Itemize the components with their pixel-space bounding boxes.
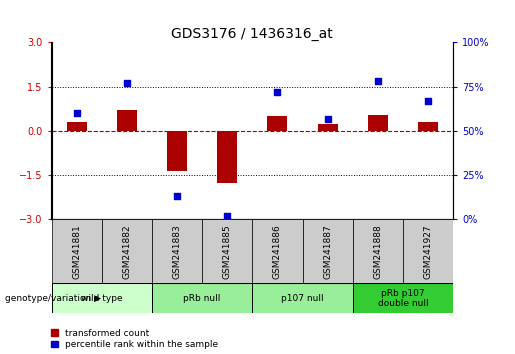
Bar [117,110,137,131]
Text: GSM241882: GSM241882 [123,224,131,279]
Bar [418,122,438,131]
Legend: transformed count, percentile rank within the sample: transformed count, percentile rank withi… [51,329,218,349]
Bar [353,219,403,283]
Bar [252,219,303,283]
Point [223,213,231,219]
Bar [167,131,187,171]
Point [273,89,282,95]
Point [73,110,81,116]
Point [173,194,181,199]
Bar [303,219,353,283]
Bar [353,283,453,313]
Text: GSM241887: GSM241887 [323,224,332,279]
Point [323,116,332,121]
Bar [318,124,338,131]
Text: GSM241927: GSM241927 [424,224,433,279]
Bar [102,219,152,283]
Text: pRb p107
double null: pRb p107 double null [377,289,428,308]
Bar [368,115,388,131]
Bar [152,283,252,313]
Title: GDS3176 / 1436316_at: GDS3176 / 1436316_at [171,28,333,41]
Text: GSM241885: GSM241885 [223,224,232,279]
Bar [52,283,152,313]
Text: genotype/variation ▶: genotype/variation ▶ [5,294,101,303]
Bar [66,122,87,131]
Bar [217,131,237,183]
Bar [252,283,353,313]
Text: pRb null: pRb null [183,294,221,303]
Text: GSM241888: GSM241888 [373,224,382,279]
Text: p107 null: p107 null [281,294,324,303]
Text: GSM241881: GSM241881 [72,224,81,279]
Text: wild type: wild type [81,294,123,303]
Point [424,98,432,104]
Bar [403,219,453,283]
Bar [267,116,287,131]
Point [374,79,382,84]
Bar [202,219,252,283]
Point [123,80,131,86]
Text: GSM241883: GSM241883 [173,224,181,279]
Bar [152,219,202,283]
Bar [52,219,102,283]
Text: GSM241886: GSM241886 [273,224,282,279]
